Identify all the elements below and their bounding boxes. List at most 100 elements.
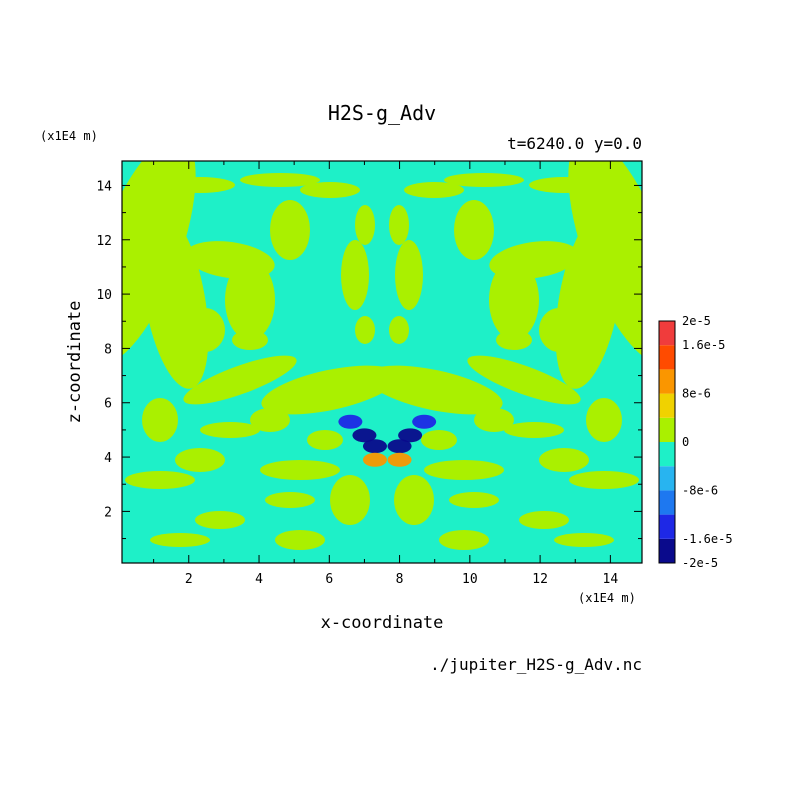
colorbar-segment (659, 345, 675, 370)
colorbar-segment (659, 369, 675, 394)
texture-patch (122, 161, 196, 364)
colorbar-label: 1.6e-5 (682, 338, 725, 352)
heatmap-features (338, 414, 437, 467)
texture-patch (496, 330, 532, 350)
texture-patch (232, 330, 268, 350)
colorbar-segment (659, 490, 675, 515)
texture-patch (355, 316, 375, 344)
colorbar-label: -1.6e-5 (682, 532, 733, 546)
texture-patch (225, 260, 275, 340)
y-axis-ticks: 2 4 6 8 10 12 14 (96, 179, 642, 540)
texture-patch (599, 178, 639, 202)
colorbar-label: 0 (682, 435, 689, 449)
colorbar-labels: 2e-5 1.6e-5 8e-6 0 -8e-6 -1.6e-5 -2e-5 (682, 314, 733, 570)
colorbar-segment (659, 417, 675, 442)
texture-patch (439, 530, 489, 550)
texture-patch (261, 365, 399, 415)
texture-patch (539, 308, 579, 352)
texture-patch (449, 492, 499, 508)
anomaly-patch (362, 439, 387, 454)
texture-patch (240, 173, 320, 187)
texture-patch (586, 398, 622, 442)
colorbar-frame (658, 320, 676, 564)
x-axis-label: x-coordinate (321, 613, 444, 633)
texture-patch (200, 422, 260, 438)
y-tick-label: 8 (104, 342, 112, 357)
anomaly-patch (387, 452, 412, 467)
texture-patch (195, 511, 245, 529)
colorbar-label: -8e-6 (682, 483, 718, 497)
texture-patch (444, 173, 524, 187)
texture-patch (554, 533, 614, 547)
texture-patch (454, 200, 494, 260)
texture-patch (300, 182, 360, 198)
texture-patch (519, 511, 569, 529)
texture-patch (183, 355, 297, 405)
colorbar-label: 8e-6 (682, 387, 711, 401)
colorbar-segment (659, 442, 675, 467)
texture-patch (389, 205, 409, 245)
plot-area (122, 161, 642, 563)
texture-patch (125, 471, 195, 489)
colorbar-segment (659, 538, 675, 563)
anomaly-patch (362, 452, 387, 467)
texture-patch (395, 240, 423, 310)
x-tick-label: 8 (396, 572, 404, 587)
y-axis-label: z-coordinate (65, 301, 85, 424)
y-axis-unit: (x1E4 m) (40, 129, 98, 143)
colorbar-label: -2e-5 (682, 556, 718, 570)
x-tick-label: 12 (532, 572, 548, 587)
colorbar-segment (659, 466, 675, 491)
y-tick-label: 6 (104, 397, 112, 412)
texture-patch (265, 492, 315, 508)
texture-patch (330, 475, 370, 525)
heatmap-texture (122, 161, 642, 550)
texture-patch (307, 430, 343, 450)
texture-patch (365, 365, 503, 415)
source-filename: ./jupiter_H2S-g_Adv.nc (430, 655, 642, 674)
colorbar-label: 2e-5 (682, 314, 711, 328)
texture-patch (142, 398, 178, 442)
texture-patch (389, 316, 409, 344)
texture-patch (355, 205, 375, 245)
x-tick-label: 4 (255, 572, 263, 587)
y-tick-label: 12 (96, 234, 112, 249)
anomaly-patch (398, 428, 423, 443)
texture-patch (125, 178, 165, 202)
texture-patch (421, 430, 457, 450)
x-tick-label: 14 (603, 572, 619, 587)
texture-patch (185, 308, 225, 352)
colorbar-segment (659, 393, 675, 418)
y-tick-label: 10 (96, 288, 112, 303)
x-axis-ticks: 2 4 6 8 10 12 14 (153, 161, 619, 587)
anomaly-patch (412, 414, 437, 429)
colorbar-segment (659, 321, 675, 346)
x-tick-label: 2 (185, 572, 193, 587)
texture-patch (568, 161, 642, 364)
anomaly-patch (338, 414, 363, 429)
x-tick-label: 6 (325, 572, 333, 587)
texture-patch (404, 182, 464, 198)
plot-frame (121, 160, 643, 564)
colorbar (658, 320, 676, 564)
texture-patch (250, 408, 290, 432)
texture-patch (474, 408, 514, 432)
texture-patch (489, 260, 539, 340)
x-tick-label: 10 (462, 572, 478, 587)
texture-patch (260, 460, 340, 480)
colorbar-segment (659, 514, 675, 539)
texture-patch (424, 460, 504, 480)
texture-patch (467, 355, 581, 405)
texture-patch (504, 422, 564, 438)
texture-patch (539, 448, 589, 472)
chart-subtitle: t=6240.0 y=0.0 (507, 134, 642, 153)
y-tick-label: 2 (104, 505, 112, 520)
texture-patch (150, 533, 210, 547)
texture-patch (394, 475, 434, 525)
texture-patch (275, 530, 325, 550)
texture-patch (165, 177, 235, 193)
x-axis-unit: (x1E4 m) (578, 591, 636, 605)
anomaly-patch (352, 428, 377, 443)
chart-title: H2S-g_Adv (328, 101, 436, 125)
